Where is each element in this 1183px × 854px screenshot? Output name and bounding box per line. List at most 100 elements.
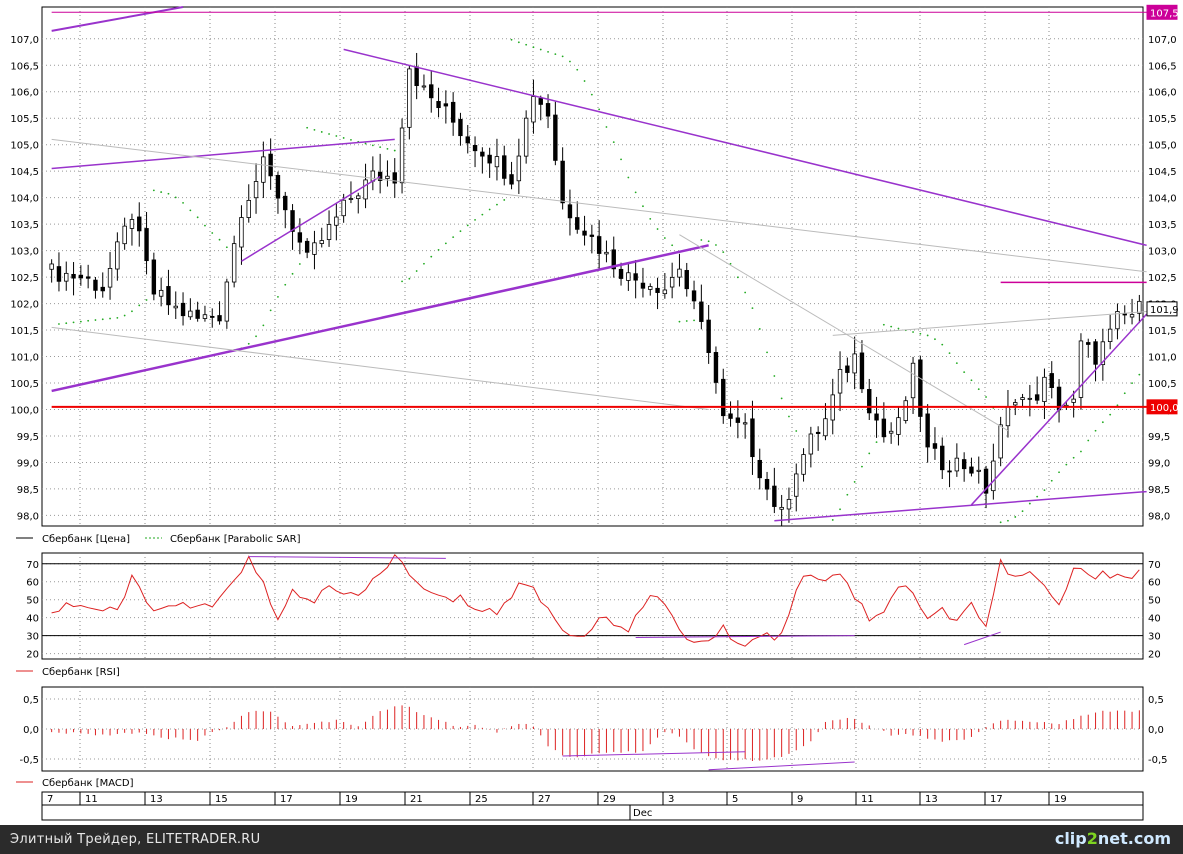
sar-dot [576, 68, 579, 71]
price-candle-body [940, 445, 945, 471]
price-candle-body [516, 155, 522, 182]
price-candle-body [837, 369, 843, 394]
sar-dot [1101, 421, 1104, 424]
sar-dot [1065, 463, 1068, 466]
sar-dot [1043, 489, 1046, 492]
sar-dot [948, 352, 951, 355]
sar-dot [569, 60, 571, 63]
sar-dot [715, 244, 717, 246]
chart-canvas: 98,0 98,0 98,5 98,5 99,0 99,0 99,5 99,5 100,0 100… [10, 4, 1179, 821]
price-candle-body [611, 249, 616, 270]
x-tick-label: 7 [47, 794, 53, 805]
x-tick-label: 15 [215, 794, 228, 805]
price-tick-right: 100,5 [1148, 379, 1177, 390]
sar-dot [788, 415, 790, 418]
sar-dot [627, 176, 630, 179]
sar-dot [415, 270, 418, 272]
price-candle-body [1034, 394, 1040, 401]
price-candle-body [326, 224, 332, 240]
sar-dot [72, 321, 75, 324]
sar-dot [605, 126, 608, 128]
price-candle-body [815, 431, 821, 434]
price-tick-left: 100,0 [10, 405, 39, 416]
sar-dot [1021, 510, 1024, 513]
price-candle-body [910, 362, 916, 399]
price-tick-right: 107,0 [1148, 35, 1177, 46]
price-tick-right: 105,0 [1148, 141, 1177, 152]
sar-dot [320, 131, 323, 133]
sar-dot [671, 244, 674, 247]
sar-dot [1087, 439, 1090, 442]
sar-dot [561, 55, 564, 58]
price-tick-left: 106,5 [10, 61, 39, 72]
sar-dot [700, 239, 703, 241]
price-candle-body [998, 424, 1003, 459]
price-candle-body [472, 145, 478, 152]
price-candle-body [56, 266, 62, 282]
sar-dot [693, 319, 695, 322]
price-candle-body [180, 302, 186, 317]
price-candle-body [1086, 342, 1091, 345]
rsi-tick-right: 40 [1148, 614, 1161, 625]
price-candle-body [669, 276, 675, 288]
brand-logo: clip2net.com [1054, 829, 1171, 848]
sar-dot [999, 521, 1002, 524]
x-axis-frame [41, 791, 1144, 821]
sar-dot [642, 205, 644, 208]
sar-dot [152, 189, 155, 192]
sar-dot [255, 335, 257, 338]
price-tick-left: 98,0 [17, 511, 39, 522]
sar-dot [1080, 450, 1082, 453]
price-tick-right: 104,0 [1148, 194, 1177, 205]
sar-dot [496, 203, 498, 206]
sar-dot [1072, 456, 1075, 459]
sar-dot [291, 272, 294, 275]
price-tick-right: 98,0 [1148, 511, 1170, 522]
price-trend-line [51, 244, 709, 393]
sar-dot [685, 320, 688, 322]
sar-dot [430, 255, 433, 258]
price-trend-line [343, 48, 1147, 247]
price-candle-body [1129, 314, 1135, 318]
price-candle-body [166, 286, 171, 306]
price-tick-right: 105,5 [1148, 114, 1177, 125]
sar-dot [116, 316, 119, 319]
sar-dot [459, 230, 462, 233]
price-candle-body [297, 232, 303, 243]
sar-dot [1131, 382, 1133, 385]
sar-dot [598, 108, 601, 111]
price-trend-line [51, 6, 184, 32]
price-candle-body [618, 268, 624, 279]
footer-bar: Элитный Трейдер, ELITETRADER.RU clip2net… [0, 825, 1183, 854]
price-trend-line [51, 138, 1147, 273]
price-tick-left: 101,0 [10, 353, 39, 364]
sar-dot [58, 323, 60, 325]
sar-dot [247, 342, 250, 345]
price-candle-body [852, 353, 857, 374]
price-candle-body [151, 259, 157, 295]
sar-dot [861, 465, 863, 468]
sar-dot [934, 338, 936, 341]
price-candle-body [794, 473, 799, 497]
sar-dot [87, 319, 90, 322]
price-candle-body [392, 172, 397, 184]
price-candle-body [283, 195, 288, 211]
sar-dot [897, 327, 900, 330]
price-tick-right: 103,5 [1148, 220, 1177, 231]
price-candle-body [509, 174, 514, 185]
sar-dot [525, 43, 528, 46]
sar-dot [218, 238, 221, 241]
price-candle-body [888, 430, 894, 434]
price-candle-body [845, 365, 850, 373]
x-tick-label: 19 [1054, 794, 1067, 805]
price-candle-body [64, 272, 69, 282]
sar-dot [751, 307, 754, 310]
price-trend-line [51, 138, 395, 170]
sar-dot [138, 304, 141, 307]
sar-dot [131, 310, 133, 313]
price-candle-body [93, 279, 98, 291]
sar-dot [1007, 519, 1009, 522]
price-candle-body [115, 241, 120, 270]
x-tick-label: 19 [345, 794, 358, 805]
price-candle-body [407, 68, 412, 128]
